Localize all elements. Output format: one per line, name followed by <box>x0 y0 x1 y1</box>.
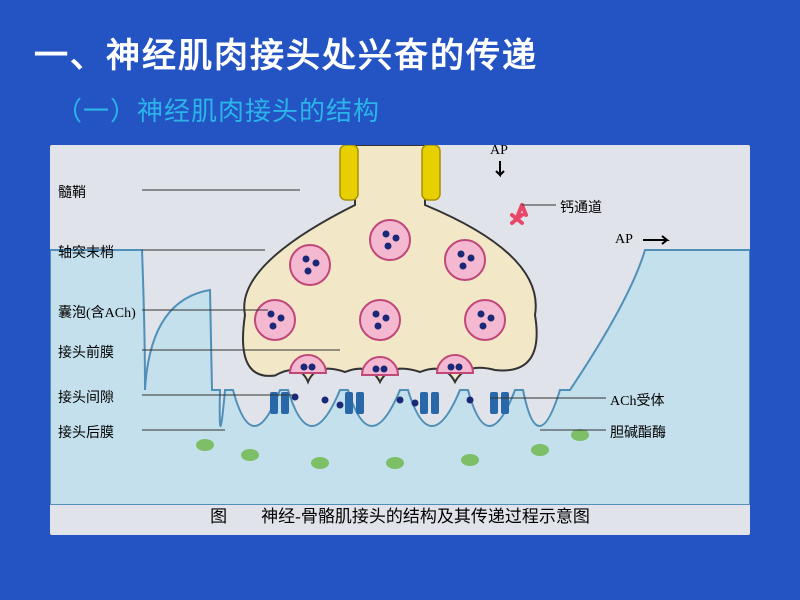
label-left: 接头前膜 <box>58 342 114 362</box>
title-sub: （一）神经肌肉接头的结构 <box>0 77 800 128</box>
label-right: ACh受体 <box>610 390 664 410</box>
figure-caption: 图 神经-骨骼肌接头的结构及其传递过程示意图 <box>50 502 750 527</box>
label-right: 钙通道 <box>560 197 602 217</box>
label-left: 轴突末梢 <box>58 242 114 262</box>
title-main: 一、神经肌肉接头处兴奋的传递 <box>0 0 800 77</box>
nmj-diagram: 髓鞘轴突末梢囊泡(含ACh) 接头前膜接头间隙接头后膜 AP 钙通道 AP ACh受体胆… <box>50 145 750 535</box>
label-left: 囊泡(含ACh) <box>58 302 136 322</box>
label-right: 胆碱酯酶 <box>610 422 666 442</box>
diagram-svg <box>50 145 750 505</box>
label-right: AP <box>615 232 633 248</box>
label-left: 髓鞘 <box>58 182 86 202</box>
label-left: 接头间隙 <box>58 387 114 407</box>
label-right: AP <box>490 143 508 159</box>
label-left: 接头后膜 <box>58 422 114 442</box>
